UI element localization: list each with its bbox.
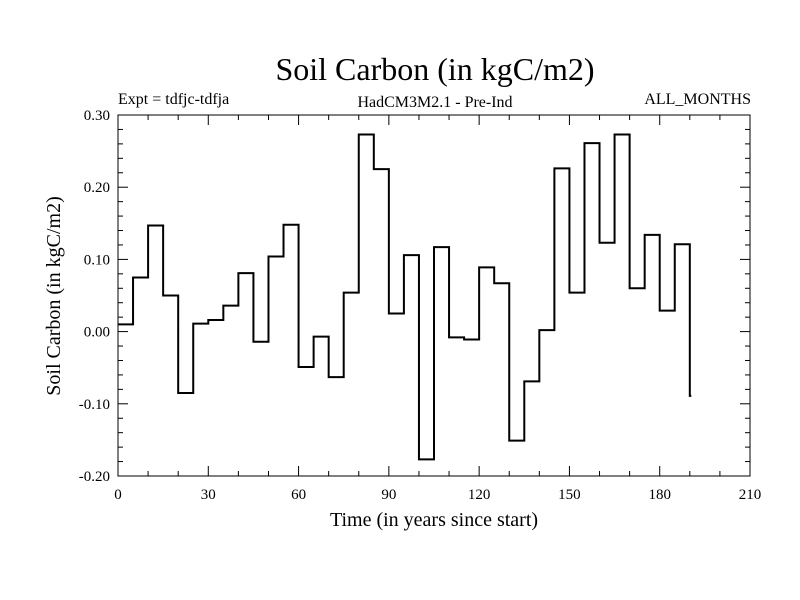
x-axis-label: Time (in years since start): [330, 509, 538, 531]
x-tick-label: 120: [468, 487, 491, 503]
soil-carbon-series-line: [118, 133, 692, 461]
y-tick-labels: -0.20 -0.10 0.00 0.10 0.20 0.30: [79, 108, 110, 485]
y-tick-label: 0.00: [84, 325, 110, 341]
chart-title: Soil Carbon (in kgC/m2): [275, 51, 594, 87]
y-tick-label: -0.20: [79, 469, 110, 485]
y-tick-label: 0.10: [84, 252, 110, 268]
x-tick-label: 0: [114, 487, 122, 503]
x-tick-label: 30: [201, 487, 216, 503]
x-tick-labels: 0 30 60 90 120 150 180 210: [114, 487, 761, 503]
chart-subtitle-left: Expt = tdfjc-tdfja: [118, 91, 229, 108]
x-tick-label: 150: [558, 487, 581, 503]
x-tick-label: 210: [739, 487, 762, 503]
y-tick-label: -0.10: [79, 397, 110, 413]
chart-subtitle-right: ALL_MONTHS: [644, 91, 751, 108]
x-tick-label: 180: [648, 487, 671, 503]
axis-ticks: [117, 114, 751, 477]
x-tick-label: 60: [291, 487, 306, 503]
y-tick-label: 0.20: [84, 180, 110, 196]
y-tick-label: 0.30: [84, 108, 110, 124]
y-axis-label: Soil Carbon (in kgC/m2): [43, 196, 65, 395]
chart-subtitle-center: HadCM3M2.1 - Pre-Ind: [357, 94, 512, 111]
x-tick-label: 90: [381, 487, 396, 503]
plot-frame: [117, 114, 751, 477]
